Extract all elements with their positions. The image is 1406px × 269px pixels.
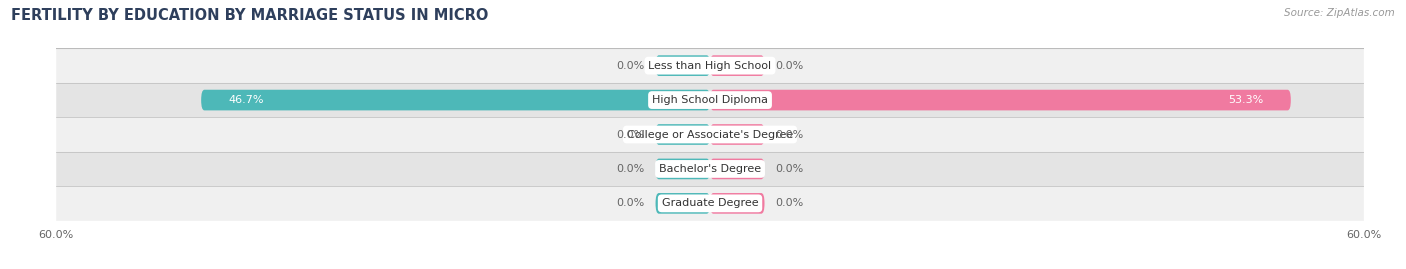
FancyBboxPatch shape xyxy=(655,124,710,145)
FancyBboxPatch shape xyxy=(56,117,1364,152)
FancyBboxPatch shape xyxy=(710,159,765,179)
Text: High School Diploma: High School Diploma xyxy=(652,95,768,105)
Text: FERTILITY BY EDUCATION BY MARRIAGE STATUS IN MICRO: FERTILITY BY EDUCATION BY MARRIAGE STATU… xyxy=(11,8,489,23)
FancyBboxPatch shape xyxy=(56,48,1364,83)
FancyBboxPatch shape xyxy=(710,55,765,76)
FancyBboxPatch shape xyxy=(655,55,710,76)
Text: 0.0%: 0.0% xyxy=(616,198,644,208)
Text: 53.3%: 53.3% xyxy=(1229,95,1264,105)
Text: 46.7%: 46.7% xyxy=(228,95,264,105)
FancyBboxPatch shape xyxy=(56,152,1364,186)
Text: 0.0%: 0.0% xyxy=(776,198,804,208)
FancyBboxPatch shape xyxy=(56,83,1364,117)
Text: 0.0%: 0.0% xyxy=(616,164,644,174)
FancyBboxPatch shape xyxy=(655,193,710,214)
FancyBboxPatch shape xyxy=(56,186,1364,221)
Text: Source: ZipAtlas.com: Source: ZipAtlas.com xyxy=(1284,8,1395,18)
Text: College or Associate's Degree: College or Associate's Degree xyxy=(627,129,793,140)
FancyBboxPatch shape xyxy=(710,124,765,145)
FancyBboxPatch shape xyxy=(710,193,765,214)
Text: Less than High School: Less than High School xyxy=(648,61,772,71)
FancyBboxPatch shape xyxy=(710,90,1291,110)
Text: Bachelor's Degree: Bachelor's Degree xyxy=(659,164,761,174)
FancyBboxPatch shape xyxy=(655,159,710,179)
Text: 0.0%: 0.0% xyxy=(776,129,804,140)
FancyBboxPatch shape xyxy=(201,90,710,110)
Text: Graduate Degree: Graduate Degree xyxy=(662,198,758,208)
Text: 0.0%: 0.0% xyxy=(616,61,644,71)
Text: 0.0%: 0.0% xyxy=(776,61,804,71)
Text: 0.0%: 0.0% xyxy=(616,129,644,140)
Text: 0.0%: 0.0% xyxy=(776,164,804,174)
